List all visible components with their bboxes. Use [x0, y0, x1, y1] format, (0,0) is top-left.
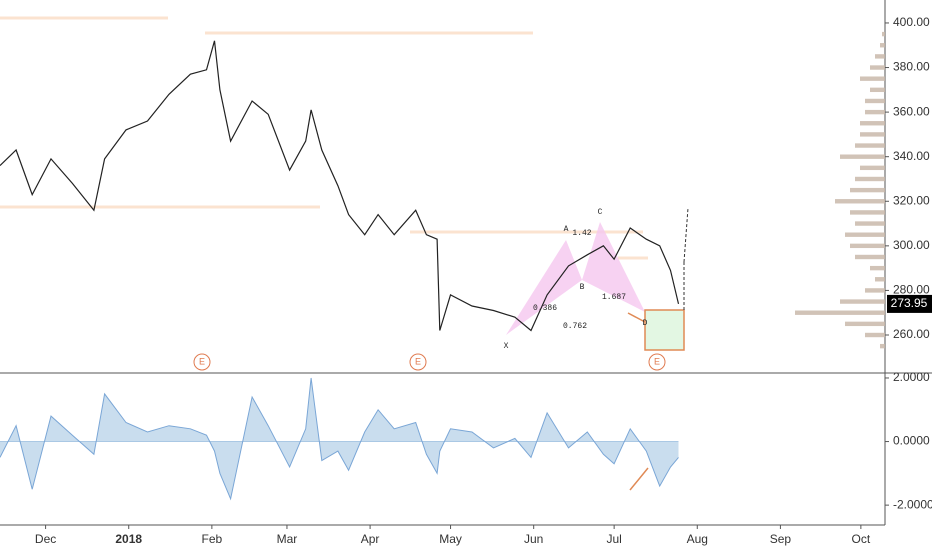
event-label: E [654, 356, 660, 366]
price-line [0, 40, 680, 332]
y-tick-label: 2.0000 [893, 370, 930, 384]
volume-profile-bar [860, 132, 885, 137]
volume-profile-bar [860, 76, 885, 81]
volume-profile-bar [880, 343, 885, 349]
pattern-label: D [643, 319, 648, 328]
pattern-triangle [582, 222, 645, 312]
last-price-box [887, 294, 932, 313]
x-tick-label: Mar [277, 532, 298, 546]
last-price-label: 273.95 [891, 296, 928, 310]
x-tick-label: May [439, 532, 462, 546]
x-tick-label: 2018 [115, 532, 142, 546]
levels [0, 16, 648, 260]
volume-profile-bar [875, 54, 885, 59]
x-tick-label: Sep [770, 532, 792, 546]
y-tick-label: 0.0000 [893, 434, 930, 448]
ratio-label: 0.762 [563, 322, 587, 331]
volume-profile-bar [795, 310, 885, 315]
y-tick-label: -2.0000 [893, 497, 932, 511]
event-marker [409, 353, 427, 371]
ratio-label: 1.687 [602, 293, 626, 302]
pattern-label: X [504, 342, 509, 351]
pattern-triangle [506, 240, 582, 335]
volume-profile-bar [845, 321, 885, 327]
volume-profile-bar [860, 121, 885, 126]
volume-profile-bar [870, 87, 885, 93]
y-tick-label: 320.00 [893, 193, 930, 207]
pattern-label: A [564, 225, 569, 234]
volume-profile-bar [870, 265, 885, 271]
pattern-label: C [598, 208, 603, 217]
x-tick-label: Feb [202, 532, 223, 546]
volume-profile-bar [850, 210, 885, 215]
y-tick-label: 280.00 [893, 283, 930, 297]
y-tick-label: 360.00 [893, 104, 930, 118]
volume-profile-bar [855, 254, 885, 260]
ratio-label: 0.386 [533, 304, 557, 313]
event-marker [648, 353, 666, 371]
volume-profile-bar [850, 187, 885, 193]
volume-profile-bar [840, 154, 885, 159]
event-marker [193, 353, 211, 371]
volume-profile-bar [845, 232, 885, 237]
harmonic-pattern [506, 222, 645, 335]
divergence-line [629, 467, 649, 491]
volume-profile-bar [865, 109, 885, 115]
volume-profile-bar [855, 221, 885, 226]
x-tick-label: Aug [687, 532, 708, 546]
event-label: E [415, 356, 421, 366]
y-tick-label: 380.00 [893, 60, 930, 74]
volume-profile-bar [855, 143, 885, 148]
volume-profile-bar [875, 277, 885, 282]
y-tick-label: 400.00 [893, 15, 930, 29]
x-tick-label: Apr [361, 532, 380, 546]
volume-profile-bar [882, 31, 885, 37]
volume-profile-bar [855, 176, 885, 182]
events [193, 353, 666, 371]
y-tick-label: 260.00 [893, 327, 930, 341]
x-tick-label: Jun [524, 532, 543, 546]
volume-profile-bar [850, 243, 885, 249]
pattern-label: B [580, 283, 585, 292]
x-tick-label: Jul [606, 532, 621, 546]
ratio-label: 1.42 [572, 229, 591, 238]
volume-profile-bar [880, 43, 885, 48]
volume-profile-bar [840, 299, 885, 304]
trend-line [627, 312, 646, 323]
y-tick-label: 340.00 [893, 149, 930, 163]
volume-profile-bar [860, 165, 885, 171]
volume-profile-bar [865, 288, 885, 293]
volume-profile-bar [865, 98, 885, 104]
oscillator-area [0, 378, 679, 499]
y-tick-label: 300.00 [893, 238, 930, 252]
volume-profile-bar [865, 332, 885, 338]
oscillator-line [0, 377, 679, 501]
event-label: E [199, 356, 205, 366]
volume-profile-bar [835, 199, 885, 204]
volume-profile-bar [870, 65, 885, 70]
target-box [644, 309, 685, 351]
projection [683, 207, 689, 263]
x-tick-label: Oct [852, 532, 871, 546]
x-tick-label: Dec [35, 532, 56, 546]
